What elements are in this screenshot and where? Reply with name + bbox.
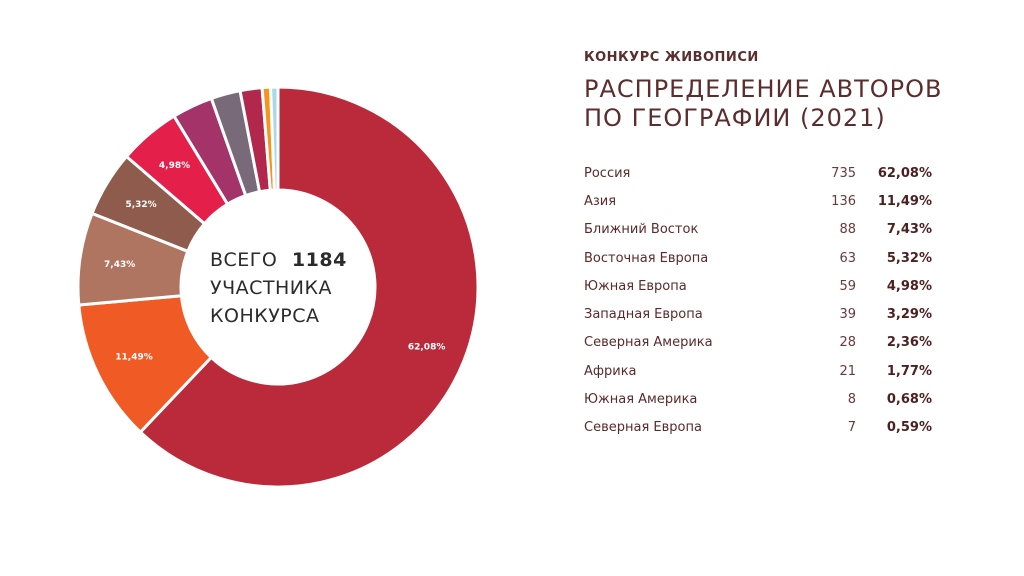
donut-chart: 62,08% 11,49% 7,43% 5,32% 4,98% ВСЕГО 1184 У… (76, 85, 480, 489)
region-count: 28 (839, 335, 856, 351)
region-percent: 2,36% (886, 335, 932, 351)
slice-percent-label: 11,49% (115, 353, 153, 363)
region-percent: 5,32% (886, 250, 932, 266)
region-row: Западная Европа 39 3,29% (584, 300, 932, 328)
slice-percent-label: 7,43% (104, 260, 135, 270)
region-row: Ближний Восток 88 7,43% (584, 216, 932, 244)
regions-table: Россия 735 62,08% Азия 136 11,49% Ближний Вост… (584, 159, 932, 442)
region-percent: 7,43% (886, 222, 932, 238)
center-total-value: 1184 (292, 249, 347, 271)
region-row: Южная Америка 8 0,68% (584, 385, 932, 413)
donut-slice (269, 85, 280, 192)
region-percent: 11,49% (877, 193, 932, 209)
slice-percent-label: 5,32% (125, 200, 156, 210)
slice-percent-label: 62,08% (408, 342, 446, 352)
region-row: Восточная Европа 63 5,32% (584, 244, 932, 272)
region-percent: 3,29% (886, 307, 932, 323)
region-name: Южная Америка (584, 392, 698, 408)
slice-percent-label: 4,98% (159, 161, 190, 171)
regions-table-body: Россия 735 62,08% Азия 136 11,49% Ближний Вост… (584, 159, 932, 442)
region-row: Россия 735 62,08% (584, 159, 932, 187)
region-percent: 0,59% (886, 420, 932, 436)
center-line-2: УЧАСТНИКА (210, 277, 332, 299)
region-count: 735 (831, 165, 856, 181)
region-count: 21 (839, 363, 856, 379)
region-percent: 62,08% (877, 165, 932, 181)
region-name: Азия (584, 193, 617, 209)
slice-labels: 62,08% 11,49% 7,43% 5,32% 4,98% (104, 161, 445, 363)
region-percent: 4,98% (886, 278, 932, 294)
page-title: РАСПРЕДЕЛЕНИЕ АВТОРОВ ПО ГЕОГРАФИИ (2021… (584, 75, 984, 133)
region-count: 39 (839, 307, 856, 323)
region-count: 63 (839, 250, 856, 266)
region-row: Южная Европа 59 4,98% (584, 272, 932, 300)
center-line-3: КОНКУРСА (210, 305, 320, 327)
region-row: Африка 21 1,77% (584, 357, 932, 385)
title-line-1: РАСПРЕДЕЛЕНИЕ АВТОРОВ (584, 75, 943, 103)
region-name: Россия (584, 165, 631, 181)
region-row: Северная Европа 7 0,59% (584, 414, 932, 442)
donut-slice (138, 85, 480, 489)
region-percent: 0,68% (886, 392, 932, 408)
region-count: 8 (847, 392, 856, 408)
region-name: Южная Европа (584, 278, 687, 294)
info-panel: КОНКУРС ЖИВОПИСИ РАСПРЕДЕЛЕНИЕ АВТОРОВ П… (584, 50, 984, 442)
region-count: 7 (847, 420, 856, 436)
region-percent: 1,77% (886, 363, 932, 379)
center-prefix: ВСЕГО (210, 249, 277, 271)
title-line-2: ПО ГЕОГРАФИИ (2021) (584, 104, 886, 132)
region-name: Африка (584, 363, 637, 379)
region-count: 88 (839, 222, 856, 238)
region-row: Азия 136 11,49% (584, 187, 932, 215)
region-name: Западная Европа (584, 307, 703, 323)
region-row: Северная Америка 28 2,36% (584, 329, 932, 357)
region-count: 136 (831, 193, 856, 209)
donut-slices (76, 85, 480, 489)
kicker: КОНКУРС ЖИВОПИСИ (584, 50, 759, 65)
region-name: Северная Америка (584, 335, 713, 351)
center-total-line: ВСЕГО 1184 (210, 249, 347, 271)
region-count: 59 (839, 278, 856, 294)
region-name: Ближний Восток (584, 222, 699, 238)
region-name: Северная Европа (584, 420, 702, 436)
region-name: Восточная Европа (584, 250, 709, 266)
